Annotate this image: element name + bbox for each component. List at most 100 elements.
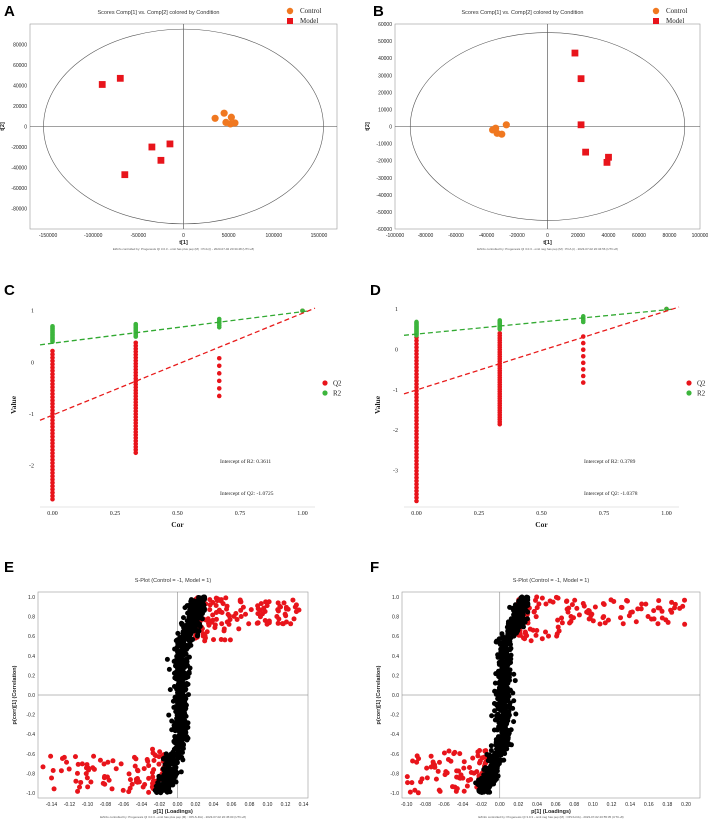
point-significant: [424, 775, 430, 781]
point-significant: [415, 790, 421, 796]
y-tick-label: 80000: [13, 43, 27, 49]
point-q2: [580, 380, 586, 385]
point-q2: [50, 384, 55, 390]
point-significant: [550, 599, 556, 605]
point-model: [116, 74, 124, 82]
x-tick-label: -100000: [386, 233, 405, 239]
point-significant: [414, 753, 420, 759]
point-significant: [618, 604, 624, 610]
y-tick-label: -60000: [376, 227, 392, 233]
point-non-significant: [491, 758, 497, 764]
point-significant: [477, 747, 483, 753]
x-tick-label: 0.00: [47, 511, 58, 517]
point-significant: [410, 758, 416, 764]
point-significant: [528, 638, 534, 644]
x-tick-label: 0.06: [551, 802, 561, 808]
y-tick-label: 0: [31, 360, 34, 366]
point-non-significant: [168, 776, 174, 782]
chart-title: S-Plot (Control = -1, Model = 1): [513, 578, 590, 584]
point-q2: [216, 371, 222, 376]
point-significant: [564, 606, 570, 612]
point-significant: [651, 616, 657, 622]
point-significant: [564, 598, 570, 604]
point-significant: [576, 612, 582, 618]
point-q2: [414, 451, 419, 457]
hotelling-ellipse: [409, 32, 686, 221]
x-tick-label: -100000: [84, 233, 103, 239]
point-q2: [50, 447, 55, 453]
point-significant: [531, 609, 537, 615]
r2-fit-line: [39, 310, 311, 346]
point-non-significant: [167, 789, 173, 795]
point-significant: [530, 627, 536, 633]
legend-marker-model: [287, 18, 293, 24]
legend-marker-r2: [322, 390, 328, 396]
point-significant: [412, 787, 418, 793]
point-significant: [216, 608, 222, 614]
point-q2: [50, 358, 55, 364]
point-r2: [133, 334, 139, 339]
y-tick-label: 0.2: [392, 673, 399, 679]
point-non-significant: [505, 631, 511, 637]
y-tick-label: -60000: [11, 186, 27, 192]
point-significant: [218, 597, 224, 603]
point-non-significant: [499, 743, 505, 749]
point-significant: [83, 771, 89, 777]
point-significant: [77, 784, 83, 790]
point-significant: [150, 778, 156, 784]
point-model: [603, 158, 611, 166]
point-non-significant: [188, 642, 194, 648]
x-tick-label: 0.02: [191, 802, 201, 808]
point-significant: [539, 636, 545, 642]
point-q2: [414, 481, 419, 487]
point-q2: [216, 363, 222, 369]
y-tick-label: -10000: [376, 142, 392, 148]
x-tick-label: 0.08: [245, 802, 255, 808]
point-significant: [672, 601, 678, 607]
point-q2: [50, 444, 55, 449]
panel-letter-d: D: [370, 282, 381, 299]
y-tick-label: -3: [393, 469, 398, 475]
x-tick-label: 1.00: [297, 511, 308, 517]
point-q2: [50, 424, 55, 430]
point-significant: [132, 763, 138, 769]
point-significant: [443, 769, 449, 775]
x-axis-label: Cor: [171, 520, 184, 529]
x-tick-label: 0.10: [588, 802, 598, 808]
point-non-significant: [499, 665, 505, 671]
point-significant: [601, 602, 607, 608]
point-significant: [135, 768, 141, 774]
point-non-significant: [180, 657, 186, 663]
point-non-significant: [173, 738, 179, 744]
point-q2: [414, 455, 419, 460]
point-significant: [536, 601, 542, 607]
point-q2: [580, 360, 586, 366]
point-q2: [50, 394, 55, 400]
y-tick-label: -30000: [376, 176, 392, 182]
point-q2: [414, 351, 419, 357]
point-significant: [40, 764, 46, 770]
point-non-significant: [163, 788, 169, 794]
point-control: [492, 124, 500, 132]
point-non-significant: [512, 678, 518, 684]
point-significant: [441, 750, 447, 756]
point-significant: [533, 632, 539, 638]
point-significant: [556, 628, 562, 634]
point-significant: [72, 754, 78, 760]
point-q2: [414, 461, 419, 467]
y-tick-label: -0.4: [26, 732, 35, 738]
x-tick-label: 0.00: [495, 802, 505, 808]
point-significant: [590, 618, 596, 624]
point-non-significant: [485, 765, 491, 771]
point-q2: [216, 386, 222, 391]
y-tick-label: -0.2: [390, 713, 399, 719]
point-non-significant: [503, 732, 509, 738]
point-q2: [580, 353, 586, 359]
point-significant: [430, 760, 436, 766]
point-q2: [414, 475, 419, 480]
point-significant: [643, 601, 649, 607]
point-q2: [414, 431, 419, 437]
x-tick-label: 20000: [571, 233, 585, 239]
point-non-significant: [179, 634, 185, 640]
point-significant: [404, 774, 410, 780]
